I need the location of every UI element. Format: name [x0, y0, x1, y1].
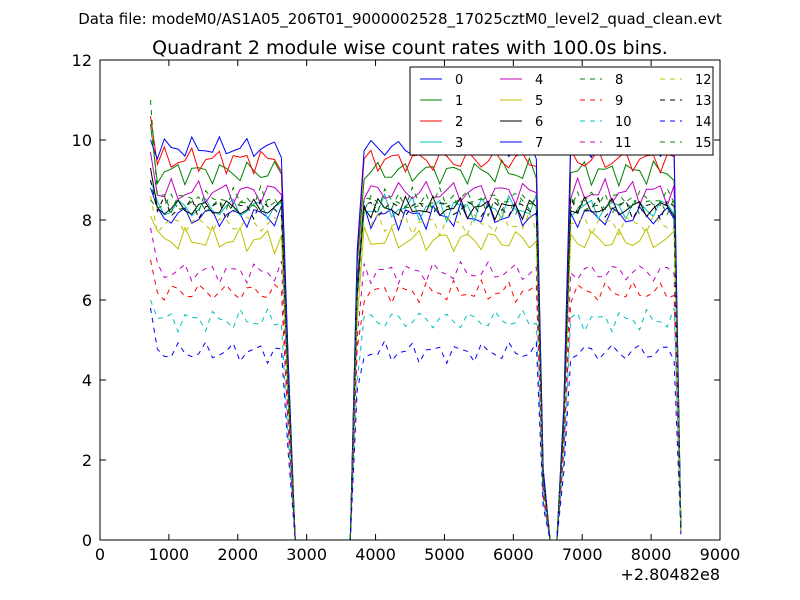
series-line-6	[150, 167, 682, 540]
y-tick-label: 0	[82, 531, 92, 550]
legend-label-11: 11	[615, 136, 632, 151]
y-tick-label: 10	[72, 131, 92, 150]
series-line-10	[150, 299, 682, 540]
legend-label-15: 15	[695, 136, 712, 151]
x-tick-label: 6000	[493, 545, 534, 564]
series-line-1	[150, 123, 682, 540]
legend-label-12: 12	[695, 73, 712, 88]
legend-label-3: 3	[455, 136, 463, 151]
x-tick-label: 0	[95, 545, 105, 564]
series-line-13	[150, 179, 682, 540]
y-tick-label: 6	[82, 291, 92, 310]
y-tick-label: 12	[72, 51, 92, 70]
x-tick-label: 2000	[217, 545, 258, 564]
legend-label-7: 7	[535, 136, 543, 151]
legend-box	[409, 66, 714, 156]
legend-label-2: 2	[455, 115, 463, 130]
x-tick-label: 5000	[424, 545, 465, 564]
series-line-9	[150, 259, 682, 540]
series-line-5	[150, 215, 682, 540]
y-tick-label: 4	[82, 371, 92, 390]
legend-label-13: 13	[695, 94, 712, 109]
x-tick-label: 7000	[562, 545, 603, 564]
series-line-8	[150, 99, 682, 540]
legend-label-8: 8	[615, 73, 623, 88]
series-line-12	[150, 195, 682, 540]
series-line-14	[150, 307, 682, 540]
legend-label-1: 1	[455, 94, 463, 109]
x-tick-label: 1000	[149, 545, 190, 564]
x-offset-label: +2.80482e8	[620, 565, 720, 584]
ticks-group: 0 1000 2000 3000 4000 5000 6000 7000 8000 9000 0 2 4…	[72, 51, 741, 564]
legend-label-5: 5	[535, 94, 543, 109]
x-tick-label: 4000	[355, 545, 396, 564]
series-line-15	[150, 190, 682, 540]
x-tick-label: 9000	[700, 545, 741, 564]
chart-title: Quadrant 2 module wise count rates with …	[152, 37, 668, 59]
y-tick-label: 8	[82, 211, 92, 230]
legend-label-0: 0	[455, 73, 463, 88]
x-tick-label: 3000	[286, 545, 327, 564]
legend-label-9: 9	[615, 94, 623, 109]
legend-label-6: 6	[535, 115, 543, 130]
series-line-11	[150, 227, 682, 540]
legend-label-4: 4	[535, 73, 543, 88]
legend-label-10: 10	[615, 115, 632, 130]
y-tick-label: 2	[82, 451, 92, 470]
x-tick-label: 8000	[631, 545, 672, 564]
series-group	[150, 99, 682, 540]
chart-suptitle: Data file: modeM0/AS1A05_206T01_90000025…	[78, 10, 722, 29]
legend-label-14: 14	[695, 115, 712, 130]
series-line-2	[150, 115, 682, 540]
